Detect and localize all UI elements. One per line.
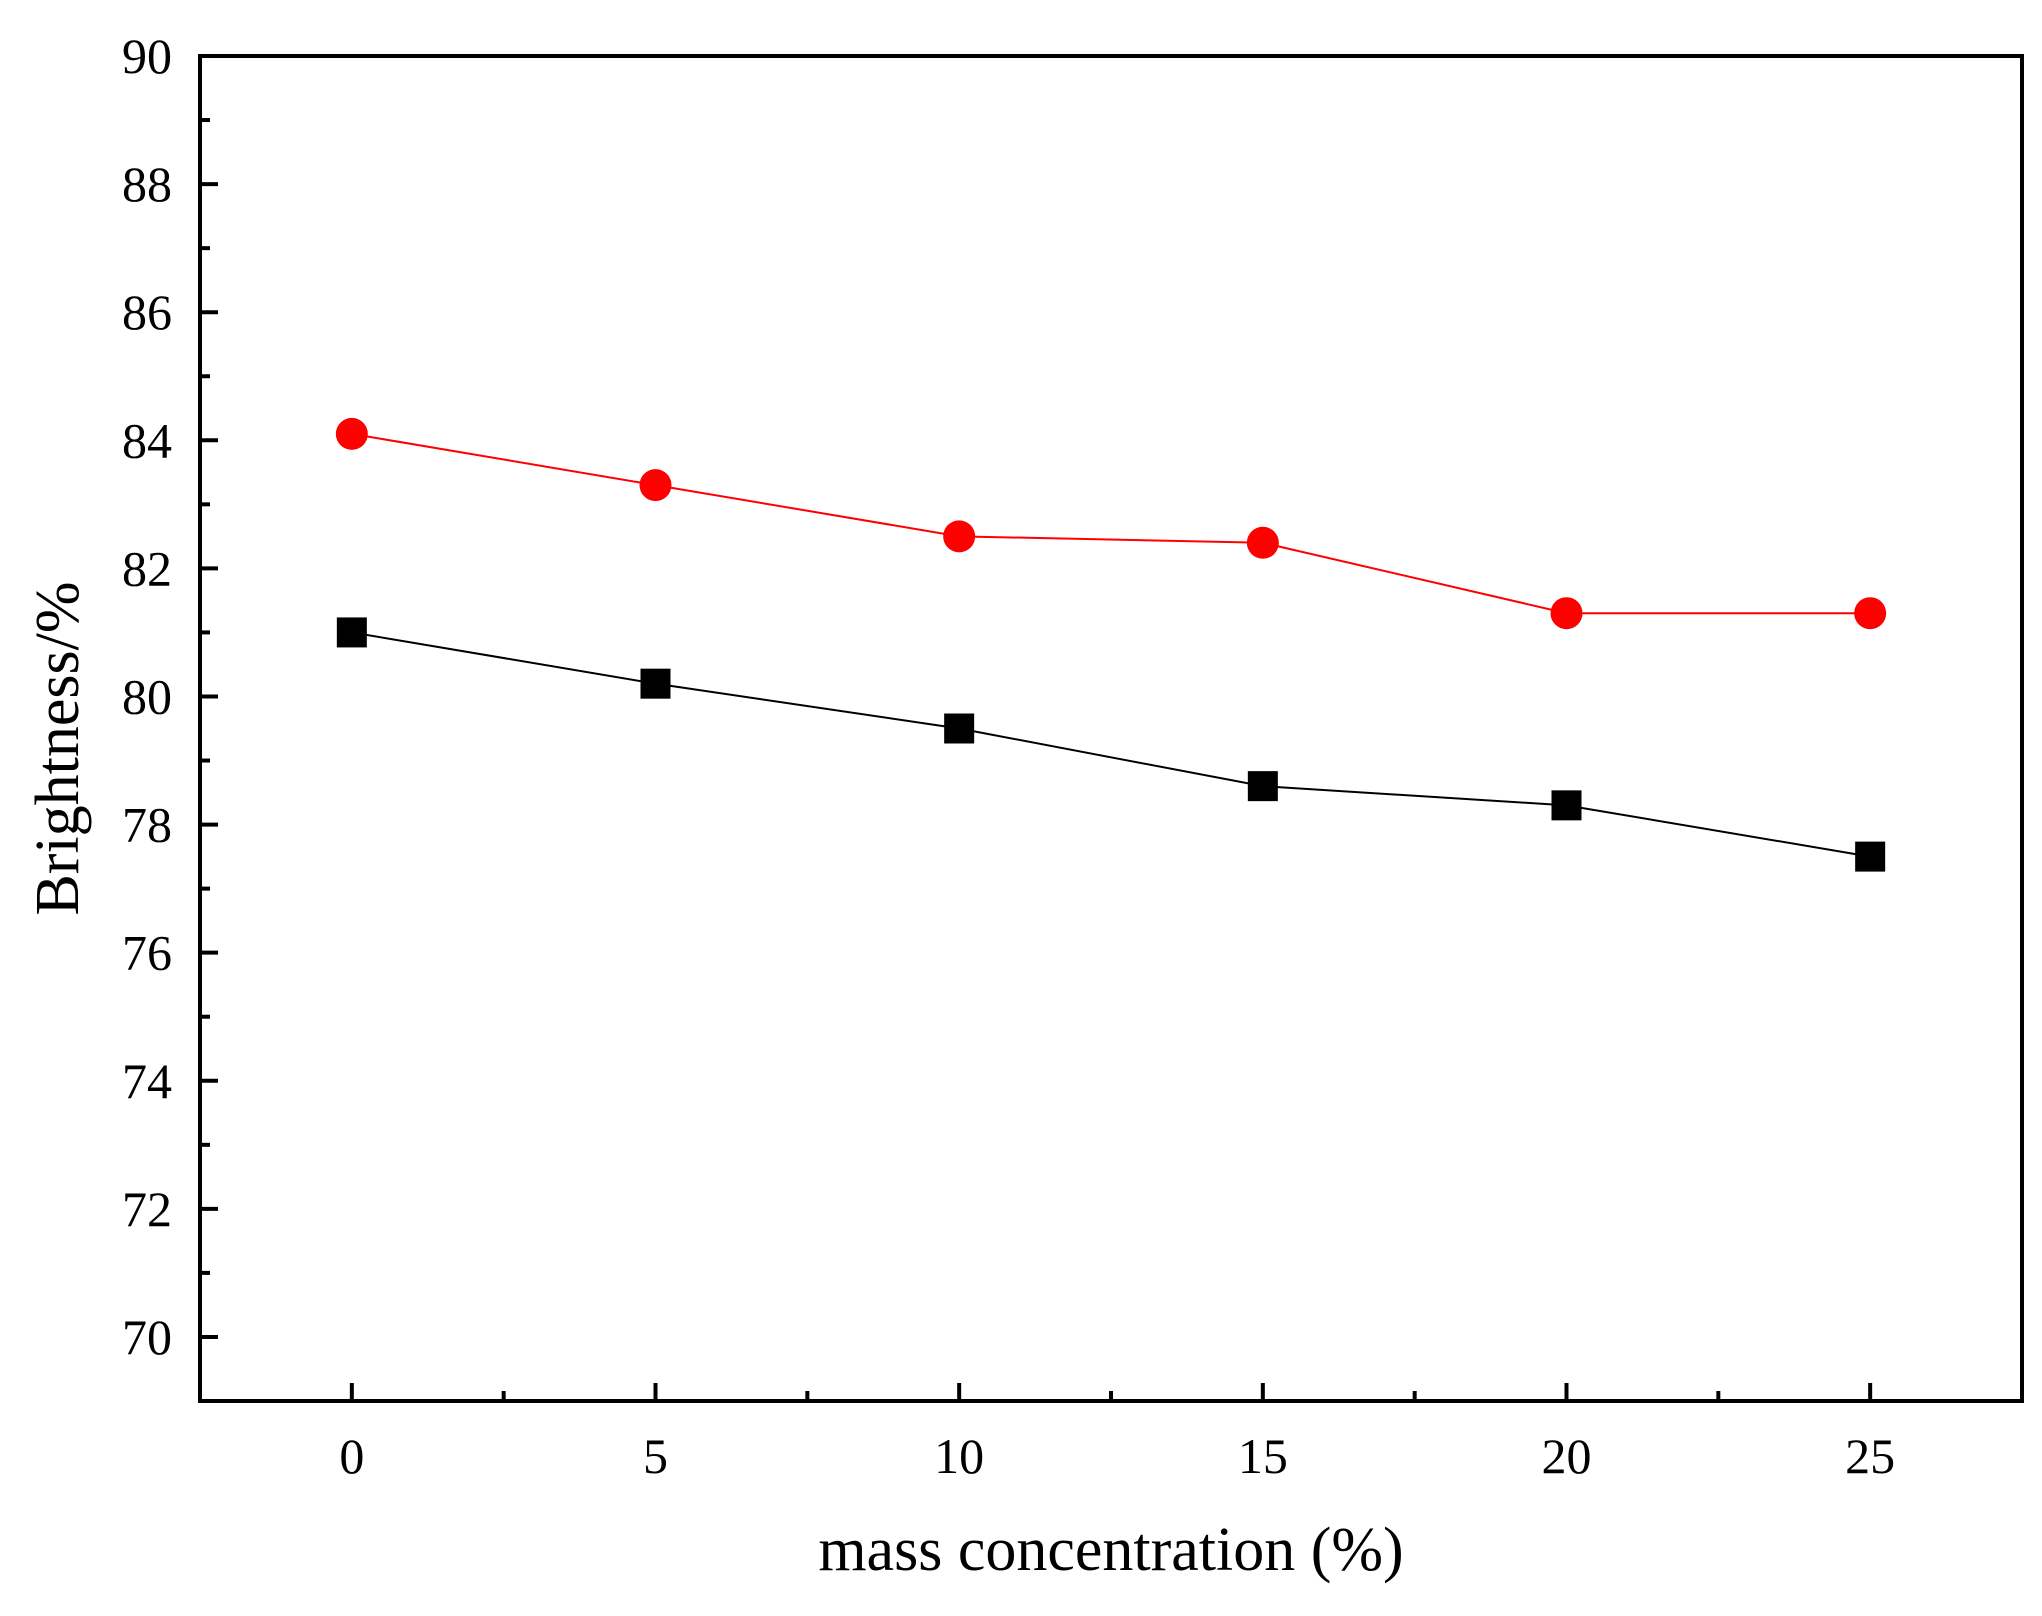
y-tick-label: 78 [122, 797, 172, 853]
series-red-circle-point [1854, 597, 1887, 630]
y-tick-label: 72 [122, 1181, 172, 1237]
x-tick-label: 0 [339, 1428, 364, 1484]
series-black-square-line [351, 631, 1871, 858]
ticks-layer: 0 5 10 15 20 25 70 72 74 76 78 80 82 84 86 88 90 [122, 28, 1895, 1484]
series-red-circle-point [943, 520, 976, 553]
x-tick-label: 5 [643, 1428, 668, 1484]
x-tick-label: 10 [934, 1428, 984, 1484]
series-black-square-point [336, 617, 367, 648]
y-tick-label: 90 [122, 28, 172, 84]
y-tick-label: 80 [122, 668, 172, 724]
y-tick-label: 70 [122, 1309, 172, 1365]
x-tick-label: 20 [1542, 1428, 1592, 1484]
y-axis-title: Brightness/% [24, 581, 92, 915]
series-layer [335, 417, 1887, 872]
y-tick-label: 74 [122, 1053, 172, 1109]
y-tick-label: 76 [122, 925, 172, 981]
y-tick-label: 88 [122, 156, 172, 212]
series-red-circle-line [351, 432, 1871, 615]
y-tick-label: 84 [122, 412, 172, 468]
series-red-circle-point [639, 469, 672, 502]
series-red-circle-point [335, 417, 368, 450]
series-black-square-point [1855, 841, 1886, 872]
y-tick-label: 86 [122, 284, 172, 340]
x-axis-title: mass concentration (%) [818, 1516, 1403, 1584]
plot-frame [198, 54, 2024, 1403]
series-black-square-point [1551, 790, 1582, 821]
series-black-square-point [944, 713, 975, 744]
x-tick-label: 25 [1845, 1428, 1895, 1484]
series-black-square-point [1247, 771, 1278, 802]
x-tick-label: 15 [1238, 1428, 1288, 1484]
y-tick-label: 82 [122, 540, 172, 596]
series-black-square-point [640, 668, 671, 699]
series-red-circle-point [1550, 597, 1583, 630]
series-red-circle-point [1246, 526, 1279, 559]
